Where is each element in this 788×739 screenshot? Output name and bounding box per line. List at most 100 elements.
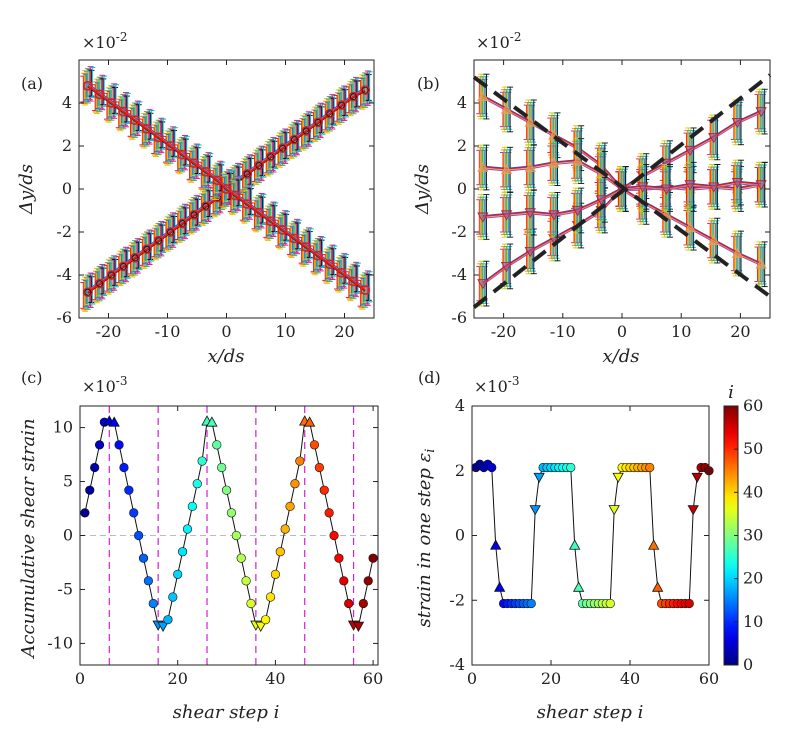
- data-marker: [477, 161, 489, 172]
- data-marker: [755, 180, 767, 191]
- c-ytick-label: 10: [53, 418, 73, 437]
- data-marker: [755, 107, 767, 118]
- data-marker: [142, 123, 152, 134]
- data-marker: [206, 416, 218, 427]
- data-marker: [254, 160, 264, 171]
- b-multiplier: ×10-2: [476, 30, 521, 52]
- data-marker: [595, 195, 607, 206]
- data-marker: [687, 505, 699, 516]
- data-marker: [154, 133, 163, 142]
- data-marker: [684, 221, 696, 233]
- data-marker: [106, 98, 117, 108]
- a-xtick-label: -10: [155, 322, 181, 341]
- data-marker: [142, 124, 151, 133]
- data-marker: [155, 237, 163, 245]
- data-marker: [324, 259, 335, 270]
- colorbar-tick-label: 60: [743, 396, 763, 415]
- data-marker: [500, 261, 513, 273]
- data-marker: [313, 251, 322, 260]
- data-marker: [290, 136, 298, 143]
- a-ytick-label: 0: [62, 179, 72, 198]
- data-marker: [279, 144, 286, 152]
- data-marker: [334, 553, 344, 563]
- data-marker: [348, 91, 359, 102]
- c-y-label: Accumulative shear strain: [18, 418, 39, 659]
- data-marker: [684, 598, 694, 609]
- data-marker: [119, 262, 127, 270]
- data-marker: [363, 576, 373, 586]
- data-marker: [265, 151, 276, 162]
- b-y-label: Δy/ds: [412, 164, 433, 215]
- d-xtick-label: 20: [541, 669, 561, 688]
- data-marker: [289, 233, 300, 244]
- data-marker: [265, 216, 276, 227]
- d-xtick-label: 40: [620, 669, 640, 688]
- data-marker: [731, 247, 744, 258]
- data-marker: [94, 89, 105, 100]
- d-ytick-label: 2: [455, 461, 465, 480]
- data-marker: [189, 158, 199, 169]
- a-xtick-label: 20: [334, 322, 354, 341]
- b-xtick-label: 10: [671, 322, 691, 341]
- data-marker: [605, 598, 615, 609]
- data-marker: [221, 485, 232, 495]
- data-marker: [360, 285, 370, 295]
- data-marker: [349, 93, 357, 100]
- data-marker: [90, 462, 100, 473]
- data-marker: [165, 141, 176, 151]
- data-marker: [684, 145, 696, 157]
- data-marker: [302, 243, 311, 252]
- data-marker: [222, 185, 231, 193]
- data-marker: [213, 176, 222, 185]
- data-marker: [131, 116, 140, 125]
- panel-c: 0 20 40 60 -10 -5 0 5 10 ×10-3 (c) shear step i Accu…: [18, 368, 383, 723]
- strain-curve: [84, 420, 374, 627]
- data-marker: [295, 456, 305, 466]
- panel-label-a: (a): [21, 74, 43, 93]
- colorbar-tick-label: 0: [743, 655, 753, 674]
- data-marker: [177, 149, 188, 160]
- data-marker: [106, 270, 117, 280]
- data-marker: [651, 581, 664, 592]
- colorbar-tick-label: 50: [743, 439, 763, 458]
- data-marker: [731, 178, 744, 189]
- data-marker: [302, 127, 310, 135]
- data-marker: [275, 547, 285, 557]
- data-marker: [336, 100, 347, 111]
- data-marker: [339, 576, 349, 586]
- data-marker: [192, 479, 202, 489]
- data-marker: [325, 260, 334, 269]
- data-marker: [360, 85, 370, 95]
- data-marker: [329, 530, 339, 541]
- data-marker: [254, 207, 264, 218]
- b-xtick-label: 0: [617, 322, 627, 341]
- data-marker: [212, 440, 222, 450]
- data-marker: [290, 479, 300, 489]
- c-ytick-label: -10: [47, 633, 73, 652]
- data-marker: [108, 416, 120, 427]
- data-marker: [190, 211, 198, 219]
- data-marker: [189, 209, 199, 220]
- data-marker: [255, 621, 267, 632]
- data-marker: [267, 153, 275, 161]
- data-marker: [201, 167, 210, 176]
- data-marker: [266, 217, 275, 226]
- data-marker: [119, 107, 128, 116]
- data-marker: [107, 99, 116, 107]
- data-marker: [289, 134, 300, 145]
- data-marker: [190, 159, 199, 168]
- data-marker: [313, 250, 323, 261]
- data-marker: [231, 530, 241, 541]
- data-marker: [571, 155, 584, 166]
- data-marker: [94, 440, 105, 450]
- data-marker: [166, 142, 175, 150]
- data-marker: [118, 106, 129, 117]
- data-marker: [95, 90, 104, 99]
- b-ytick-label: 0: [457, 179, 467, 198]
- data-marker: [487, 462, 497, 473]
- data-marker: [168, 592, 178, 602]
- a-x-label: x/ds: [208, 346, 245, 367]
- d-ytick-label: -4: [449, 655, 465, 674]
- colorbar-tick-label: 30: [743, 526, 763, 545]
